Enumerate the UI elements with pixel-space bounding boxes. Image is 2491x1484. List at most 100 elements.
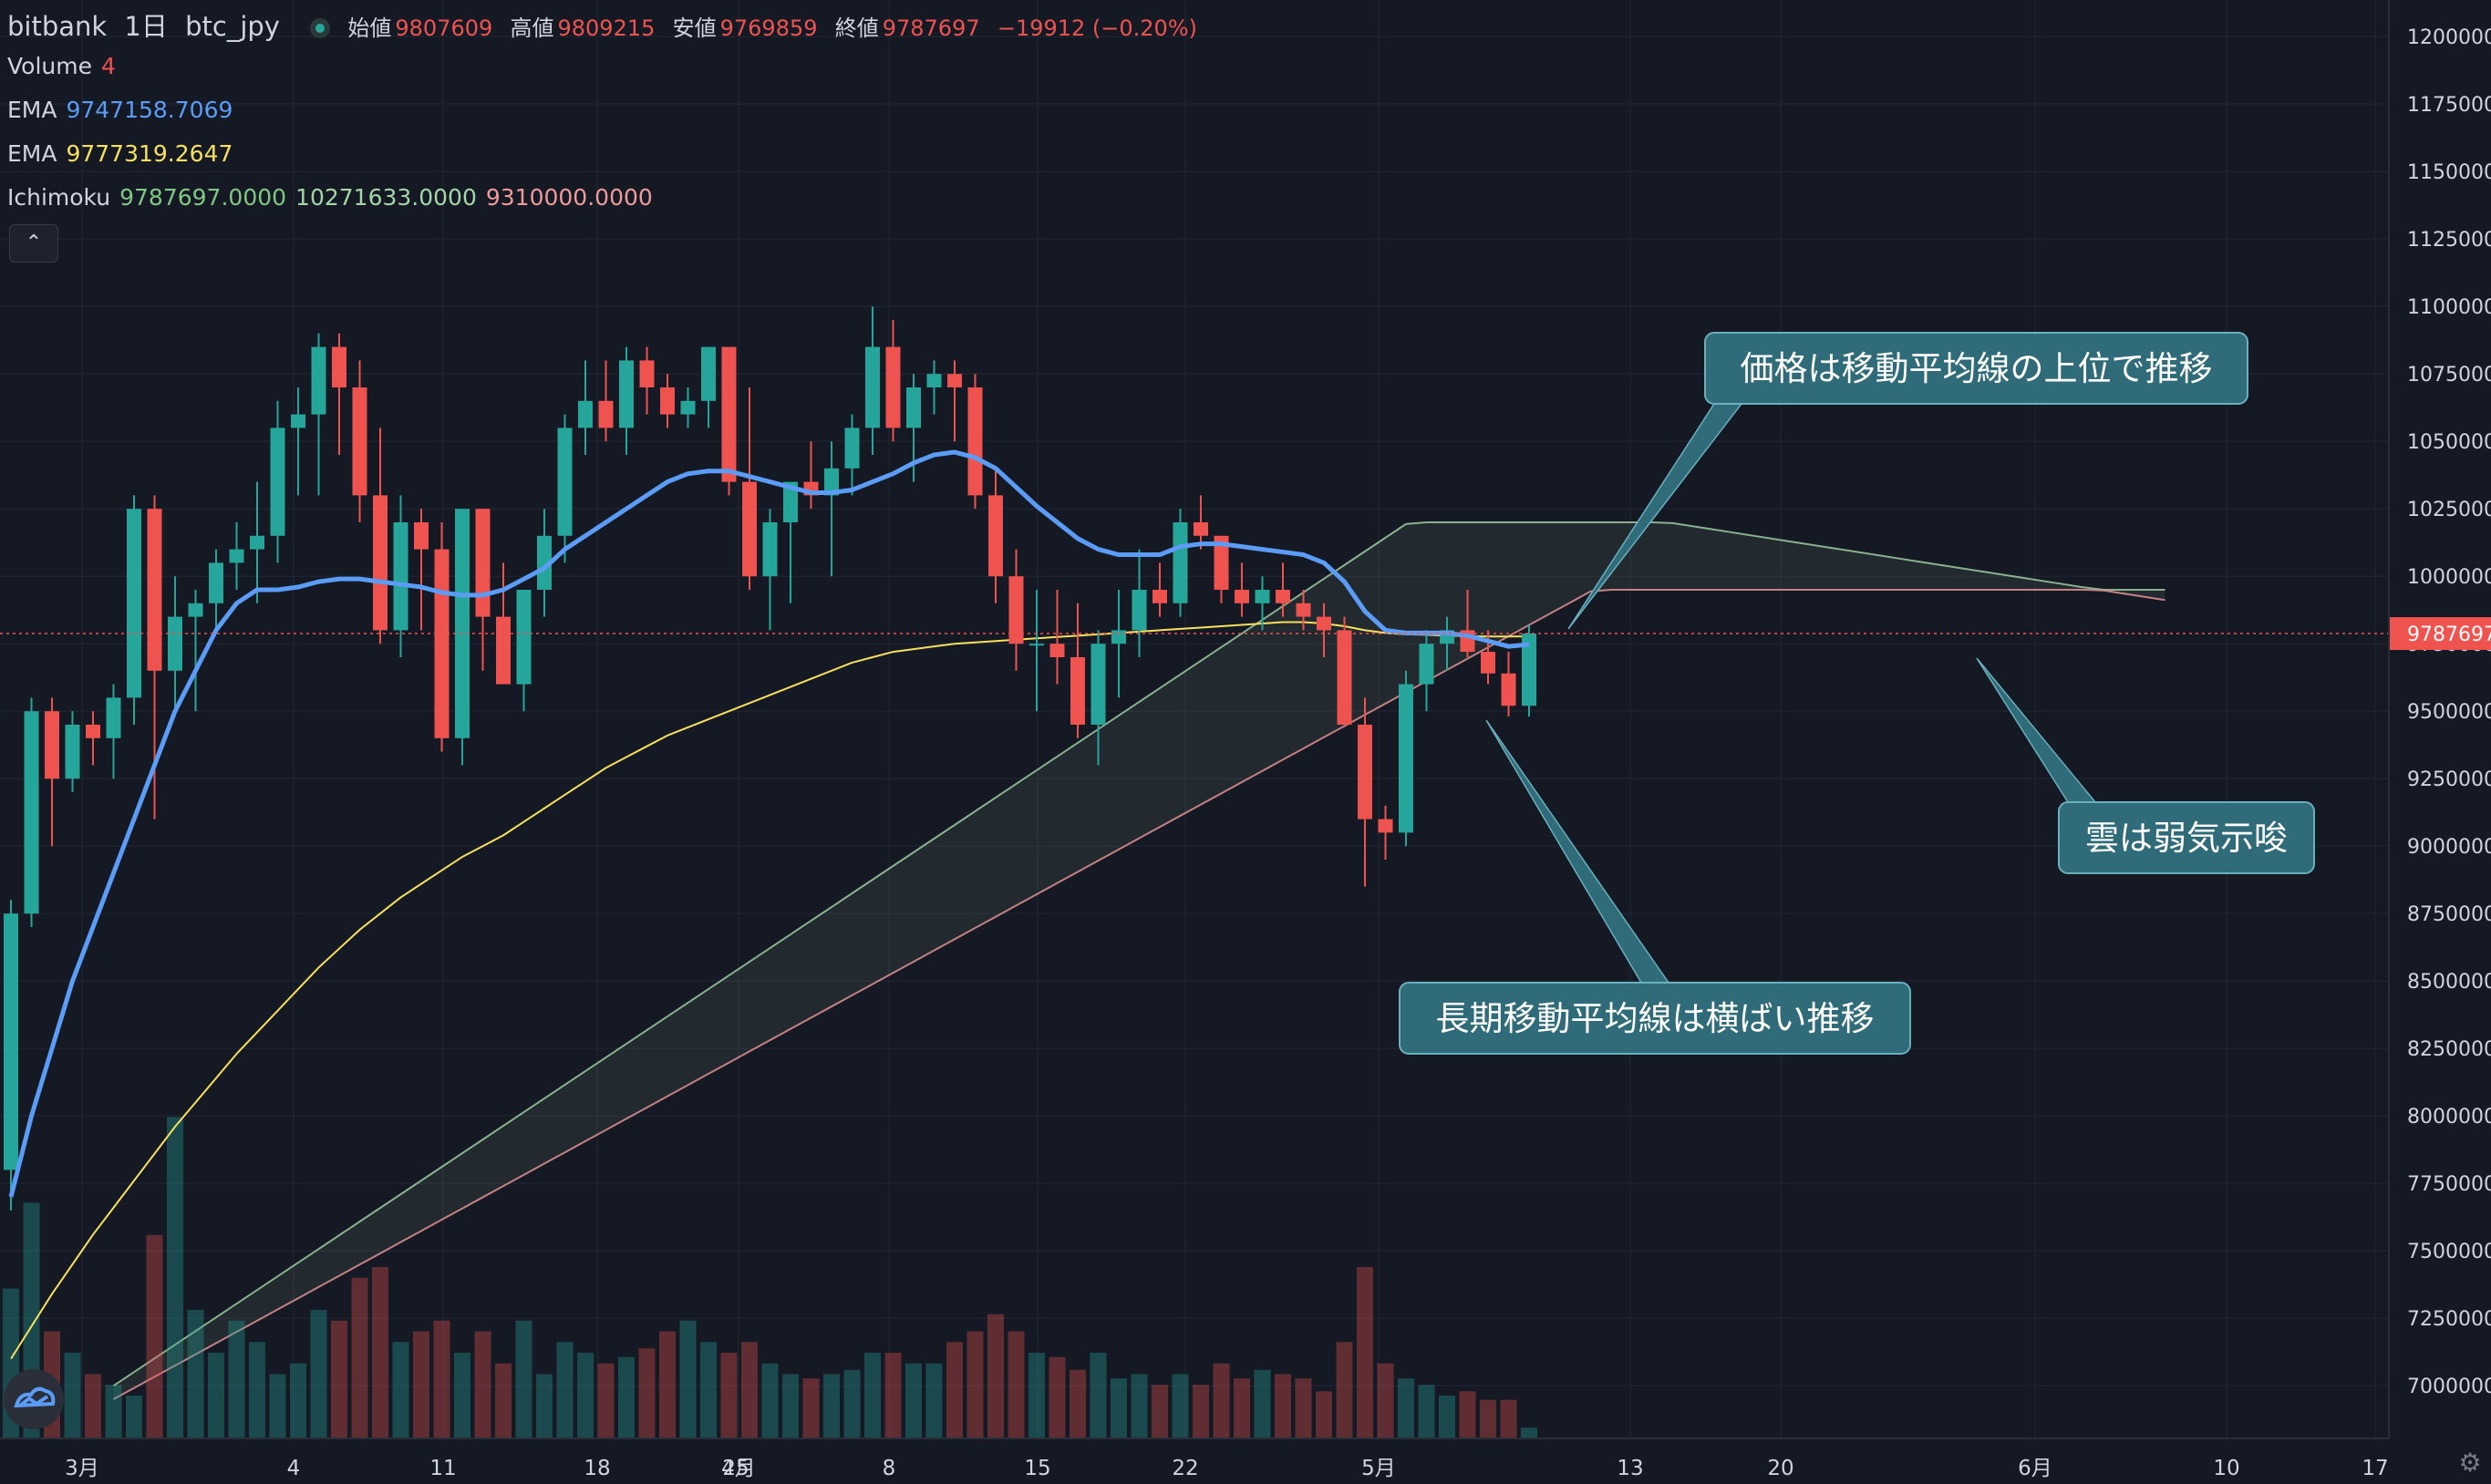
time-axis-label: 25 bbox=[722, 1457, 749, 1480]
time-axis-label: 4 bbox=[287, 1457, 301, 1480]
volume-bar bbox=[126, 1396, 142, 1438]
price-axis-label: 10750000 bbox=[2407, 364, 2491, 386]
annotation-pointer bbox=[1485, 719, 1670, 984]
time-axis-label: 5月 bbox=[1361, 1457, 1396, 1480]
tradingview-logo-icon[interactable] bbox=[4, 1369, 64, 1429]
volume-bar bbox=[1234, 1378, 1250, 1438]
time-axis-label: 4月 bbox=[721, 1457, 756, 1480]
candle-body bbox=[1152, 590, 1167, 603]
time-axis-label: 13 bbox=[1617, 1457, 1643, 1480]
ichimoku-value-2: 10271633.0000 bbox=[295, 184, 477, 211]
low-value: 9769859 bbox=[719, 15, 818, 41]
price-axis-label: 12000000 bbox=[2407, 26, 2491, 49]
candle-body bbox=[1008, 576, 1024, 644]
price-tag-box bbox=[2390, 617, 2491, 651]
volume-bar bbox=[331, 1320, 347, 1438]
candle-body bbox=[844, 428, 860, 469]
interval-label[interactable]: 1日 bbox=[124, 11, 168, 42]
annotation-box bbox=[1399, 982, 1911, 1055]
volume-bar bbox=[187, 1310, 204, 1438]
volume-bar bbox=[474, 1331, 491, 1438]
volume-bar bbox=[1008, 1331, 1025, 1438]
price-axis-label: 7500000 bbox=[2407, 1241, 2491, 1263]
volume-bar bbox=[1295, 1378, 1312, 1438]
candle-body bbox=[1255, 590, 1270, 603]
settings-gear-icon[interactable]: ⚙ bbox=[2458, 1448, 2482, 1478]
annotation-box bbox=[2058, 801, 2315, 874]
candle-body bbox=[65, 725, 80, 779]
candle-body bbox=[619, 360, 634, 428]
volume-bar bbox=[761, 1363, 779, 1438]
symbol-name[interactable]: btc_jpy bbox=[185, 11, 280, 42]
volume-legend[interactable]: Volume 4 bbox=[7, 53, 125, 79]
candle-body bbox=[742, 481, 757, 577]
volume-bar bbox=[1131, 1374, 1148, 1438]
candle-body bbox=[721, 346, 737, 482]
candle-body bbox=[24, 711, 39, 914]
volume-bar bbox=[782, 1374, 799, 1438]
volume-bar bbox=[966, 1331, 984, 1438]
ichimoku-value-1: 9787697.0000 bbox=[119, 184, 287, 211]
volume-bar bbox=[823, 1374, 840, 1438]
volume-bar bbox=[556, 1342, 574, 1438]
annotation-text: 価格は移動平均線の上位で推移 bbox=[1741, 349, 2213, 388]
volume-bar bbox=[1357, 1267, 1373, 1438]
candle-body bbox=[414, 522, 429, 550]
ichimoku-legend[interactable]: Ichimoku 9787697.0000 10271633.0000 9310000… bbox=[7, 184, 662, 211]
candle-body bbox=[1296, 603, 1311, 617]
candle-body bbox=[270, 428, 285, 536]
candle-body bbox=[45, 711, 59, 779]
volume-bar bbox=[1398, 1378, 1414, 1438]
candle-body bbox=[4, 913, 18, 1170]
candle-body bbox=[311, 346, 326, 415]
ichimoku-value-3: 9310000.0000 bbox=[485, 184, 653, 211]
candle-body bbox=[824, 468, 839, 496]
candle-body bbox=[455, 509, 470, 738]
volume-bar bbox=[515, 1320, 532, 1438]
volume-bar bbox=[1480, 1399, 1496, 1438]
candle-body bbox=[660, 387, 675, 415]
candle-body bbox=[1522, 634, 1536, 706]
ema-fast-legend[interactable]: EMA 9747158.7069 bbox=[7, 97, 242, 123]
volume-value: 4 bbox=[100, 53, 116, 79]
volume-bar bbox=[1213, 1363, 1230, 1438]
price-axis-label: 11750000 bbox=[2407, 94, 2491, 117]
price-axis-label: 8000000 bbox=[2407, 1106, 2491, 1128]
ema-slow-legend[interactable]: EMA 9777319.2647 bbox=[7, 140, 242, 167]
candle-body bbox=[1481, 652, 1495, 674]
time-axis-label: 15 bbox=[1024, 1457, 1050, 1480]
market-status-icon bbox=[310, 18, 331, 38]
volume-bar bbox=[843, 1369, 861, 1438]
volume-bar bbox=[987, 1314, 1004, 1438]
volume-bar bbox=[700, 1342, 717, 1438]
symbol-legend: bitbank 1日 btc_jpy 始値 9807609 高値 9809215 安… bbox=[7, 5, 1206, 44]
candle-body bbox=[1194, 522, 1208, 536]
volume-label: Volume bbox=[7, 53, 92, 79]
annotation-pointer bbox=[1567, 403, 1743, 630]
change-value: −19912 (−0.20%) bbox=[997, 15, 1197, 41]
candle-body bbox=[434, 549, 450, 738]
collapse-legend-button[interactable]: ⌃ bbox=[9, 224, 58, 263]
ema-fast-label: EMA bbox=[7, 97, 57, 123]
volume-bar bbox=[351, 1277, 368, 1438]
candle-body bbox=[578, 400, 593, 428]
candle-body bbox=[1419, 644, 1434, 685]
open-label: 始値 bbox=[347, 15, 392, 41]
candle-body bbox=[885, 346, 901, 428]
price-axis-label: 9000000 bbox=[2407, 836, 2491, 859]
volume-bar bbox=[1254, 1369, 1271, 1438]
volume-bar bbox=[802, 1378, 820, 1438]
candle-body bbox=[1090, 644, 1106, 725]
price-axis-label: 9250000 bbox=[2407, 768, 2491, 791]
candle-body bbox=[537, 535, 552, 590]
volume-bar bbox=[679, 1320, 697, 1438]
candle-body bbox=[639, 360, 655, 387]
time-axis-label: 3月 bbox=[65, 1457, 99, 1480]
exchange-name[interactable]: bitbank bbox=[7, 11, 108, 42]
volume-bar bbox=[1336, 1342, 1353, 1438]
volume-bar bbox=[1152, 1385, 1168, 1438]
volume-bar bbox=[720, 1353, 738, 1438]
volume-bar bbox=[905, 1363, 922, 1438]
